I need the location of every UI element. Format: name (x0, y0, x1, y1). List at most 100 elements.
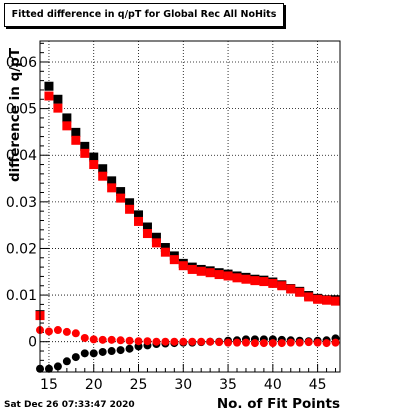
timestamp: Sat Dec 26 07:33:47 2020 (4, 400, 135, 410)
data-point (313, 294, 323, 304)
data-point (259, 277, 269, 287)
data-point (215, 338, 224, 347)
data-point (89, 160, 99, 170)
y-tick-label: 0.03 (6, 195, 37, 211)
data-point (116, 187, 126, 197)
data-point (241, 338, 250, 347)
data-point (197, 337, 206, 346)
data-point (80, 349, 89, 358)
data-point (313, 338, 322, 347)
y-axis-label: difference in q/pT (7, 47, 23, 183)
data-point (224, 338, 233, 347)
axes: 15 20 25 30 35 40 45 0 0.01 0.02 0.03 0.04 0.05 0.06 (6, 42, 337, 393)
x-tick-label: 30 (174, 377, 192, 393)
data-point (107, 176, 117, 186)
data-point (295, 287, 305, 297)
data-point (142, 229, 152, 239)
data-point (268, 278, 278, 288)
data-point (143, 337, 152, 346)
data-point (98, 164, 108, 174)
y-tick-label: 0.05 (6, 102, 37, 118)
x-tick-label: 20 (85, 377, 103, 393)
data-point (62, 113, 72, 123)
data-point (250, 276, 260, 286)
data-point (134, 210, 144, 220)
data-point (214, 270, 224, 280)
data-point (196, 266, 206, 276)
data-point (250, 339, 259, 348)
grid-lines (40, 41, 340, 372)
data-point (277, 339, 286, 348)
data-point (179, 337, 188, 346)
data-point (116, 346, 125, 355)
data-point (125, 344, 134, 353)
data-point (206, 337, 215, 346)
data-point (80, 148, 90, 158)
data-point (152, 337, 161, 346)
data-point (160, 247, 170, 257)
data-point (44, 327, 53, 336)
data-point (62, 357, 71, 366)
data-point (125, 198, 135, 208)
data-point (232, 273, 242, 283)
data-point (44, 364, 53, 373)
y-tick-label: 0.01 (6, 288, 37, 304)
series-1 (35, 91, 341, 321)
data-point (160, 243, 170, 253)
data-point (259, 339, 268, 348)
data-point (80, 333, 89, 342)
data-point (71, 127, 81, 137)
data-point (44, 91, 54, 101)
data-point (295, 338, 304, 347)
data-point (71, 135, 81, 145)
data-point (134, 216, 144, 226)
data-point (53, 94, 63, 104)
data-point (142, 222, 152, 232)
data-point (71, 353, 80, 362)
data-point (304, 338, 313, 347)
data-point (98, 335, 107, 344)
x-tick-label: 45 (309, 377, 327, 393)
data-point (107, 183, 117, 193)
data-point (53, 362, 62, 371)
chart-title: Fitted difference in q/pT for Global Rec… (11, 9, 277, 20)
chart-title-box: Fitted difference in q/pT for Global Rec… (4, 3, 284, 27)
data-point (304, 292, 314, 302)
data-point (277, 281, 287, 291)
data-point (322, 295, 332, 305)
data-point (169, 255, 179, 265)
data-point (205, 268, 215, 278)
y-tick-label: 0.02 (6, 241, 37, 257)
data-point (116, 193, 126, 203)
data-point (161, 337, 170, 346)
y-tick-label: 0.04 (6, 148, 37, 164)
y-axis-label-wrap: difference in q/pT (5, 40, 25, 190)
x-tick-label: 15 (40, 377, 58, 393)
data-point (134, 337, 143, 346)
data-point (107, 347, 116, 356)
x-axis-label: No. of Fit Points (216, 396, 340, 412)
data-marks (35, 81, 341, 373)
x-tick-label: 35 (219, 377, 237, 393)
data-point (241, 274, 251, 284)
data-point (98, 171, 108, 181)
data-point (223, 271, 233, 281)
data-point (62, 121, 72, 131)
data-point (53, 103, 63, 113)
data-point (151, 238, 161, 248)
data-point (89, 349, 98, 358)
data-point (98, 347, 107, 356)
data-point (286, 284, 296, 294)
plot-frame (39, 40, 341, 373)
plot-area (40, 41, 340, 372)
data-point (44, 81, 54, 91)
data-point (80, 141, 90, 151)
data-point (89, 335, 98, 344)
data-point (62, 327, 71, 336)
data-point (233, 338, 242, 347)
series-3 (36, 326, 340, 348)
data-point (116, 336, 125, 345)
data-point (187, 264, 197, 274)
data-point (151, 232, 161, 242)
